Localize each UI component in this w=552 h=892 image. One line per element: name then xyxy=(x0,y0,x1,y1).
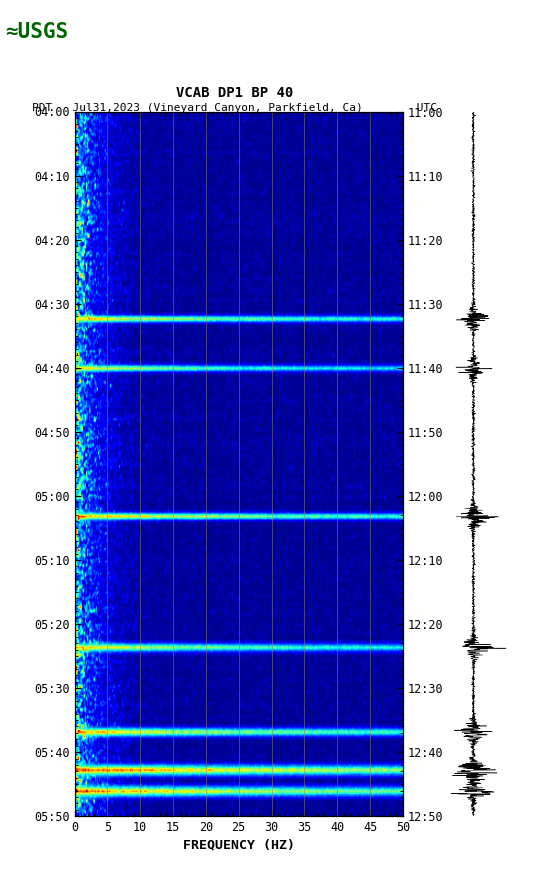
Text: VCAB DP1 BP 40: VCAB DP1 BP 40 xyxy=(176,86,293,100)
Text: PDT   Jul31,2023 (Vineyard Canyon, Parkfield, Ca)        UTC: PDT Jul31,2023 (Vineyard Canyon, Parkfie… xyxy=(32,103,437,113)
X-axis label: FREQUENCY (HZ): FREQUENCY (HZ) xyxy=(183,838,295,851)
Text: ≈USGS: ≈USGS xyxy=(6,22,68,42)
